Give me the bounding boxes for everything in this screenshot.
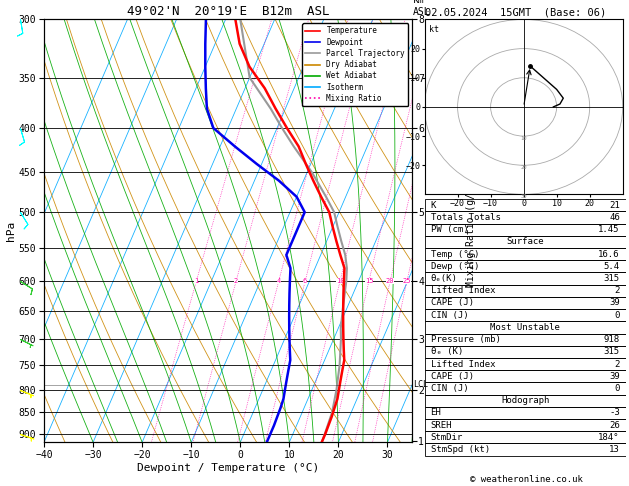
Bar <box>425 443 626 455</box>
Text: CAPE (J): CAPE (J) <box>431 298 474 308</box>
Text: 184°: 184° <box>598 433 620 442</box>
Text: 39: 39 <box>609 372 620 381</box>
Bar <box>425 358 626 370</box>
Y-axis label: Mixing Ratio (g/kg): Mixing Ratio (g/kg) <box>466 175 476 287</box>
Text: 918: 918 <box>604 335 620 344</box>
Bar <box>425 285 626 297</box>
Text: 25: 25 <box>403 278 411 284</box>
Text: Totals Totals: Totals Totals <box>431 213 501 222</box>
Title: 49°02'N  20°19'E  B12m  ASL: 49°02'N 20°19'E B12m ASL <box>127 5 329 18</box>
Bar <box>425 419 626 431</box>
Text: θₑ (K): θₑ (K) <box>431 347 463 356</box>
Text: 5.4: 5.4 <box>604 262 620 271</box>
Text: 2: 2 <box>234 278 238 284</box>
Text: Temp (°C): Temp (°C) <box>431 250 479 259</box>
Text: 26: 26 <box>609 420 620 430</box>
Text: 6: 6 <box>303 278 307 284</box>
Text: 20: 20 <box>386 278 394 284</box>
Text: Most Unstable: Most Unstable <box>490 323 560 332</box>
Text: 02.05.2024  15GMT  (Base: 06): 02.05.2024 15GMT (Base: 06) <box>425 7 606 17</box>
Text: 0: 0 <box>615 384 620 393</box>
Text: Lifted Index: Lifted Index <box>431 360 495 368</box>
Bar <box>425 333 626 346</box>
X-axis label: Dewpoint / Temperature (°C): Dewpoint / Temperature (°C) <box>137 463 319 473</box>
Bar <box>425 407 626 419</box>
Text: 2: 2 <box>615 286 620 295</box>
Bar <box>425 211 626 224</box>
Text: PW (cm): PW (cm) <box>431 226 468 234</box>
Text: 4: 4 <box>277 278 281 284</box>
Bar <box>425 309 626 321</box>
Text: Hodograph: Hodograph <box>501 396 549 405</box>
Text: 13: 13 <box>609 445 620 454</box>
Text: © weatheronline.co.uk: © weatheronline.co.uk <box>470 474 583 484</box>
Bar <box>425 297 626 309</box>
Text: StmSpd (kt): StmSpd (kt) <box>431 445 490 454</box>
Text: 39: 39 <box>609 298 620 308</box>
Text: 0: 0 <box>615 311 620 320</box>
Text: K: K <box>431 201 436 210</box>
Bar <box>425 236 626 248</box>
Text: 16.6: 16.6 <box>598 250 620 259</box>
Bar <box>425 224 626 236</box>
Text: Pressure (mb): Pressure (mb) <box>431 335 501 344</box>
Text: Surface: Surface <box>506 238 544 246</box>
Text: 15: 15 <box>365 278 373 284</box>
Text: -3: -3 <box>609 408 620 417</box>
Bar <box>425 273 626 285</box>
Text: LCL: LCL <box>413 380 428 389</box>
Bar <box>425 370 626 382</box>
Bar <box>425 431 626 443</box>
Text: EH: EH <box>431 408 442 417</box>
Text: SREH: SREH <box>431 420 452 430</box>
Text: 20: 20 <box>520 165 527 170</box>
Text: 46: 46 <box>609 213 620 222</box>
Text: 1.45: 1.45 <box>598 226 620 234</box>
Text: CIN (J): CIN (J) <box>431 311 468 320</box>
Bar <box>425 199 626 211</box>
Bar <box>425 382 626 395</box>
Bar <box>425 346 626 358</box>
Bar <box>425 321 626 333</box>
Text: kt: kt <box>428 25 438 34</box>
Text: Dewp (°C): Dewp (°C) <box>431 262 479 271</box>
Bar <box>425 260 626 273</box>
Text: 10: 10 <box>336 278 344 284</box>
Text: CAPE (J): CAPE (J) <box>431 372 474 381</box>
Text: 2: 2 <box>615 360 620 368</box>
Text: km
ASL: km ASL <box>413 0 430 17</box>
Text: Lifted Index: Lifted Index <box>431 286 495 295</box>
Bar <box>425 248 626 260</box>
Text: StmDir: StmDir <box>431 433 463 442</box>
Text: CIN (J): CIN (J) <box>431 384 468 393</box>
Text: θₑ(K): θₑ(K) <box>431 274 457 283</box>
Text: 21: 21 <box>609 201 620 210</box>
Y-axis label: hPa: hPa <box>6 221 16 241</box>
Text: 315: 315 <box>604 274 620 283</box>
Text: 10: 10 <box>520 136 527 141</box>
Legend: Temperature, Dewpoint, Parcel Trajectory, Dry Adiabat, Wet Adiabat, Isotherm, Mi: Temperature, Dewpoint, Parcel Trajectory… <box>302 23 408 106</box>
Text: 1: 1 <box>194 278 198 284</box>
Text: 30: 30 <box>520 194 527 199</box>
Bar <box>425 395 626 407</box>
Text: 315: 315 <box>604 347 620 356</box>
